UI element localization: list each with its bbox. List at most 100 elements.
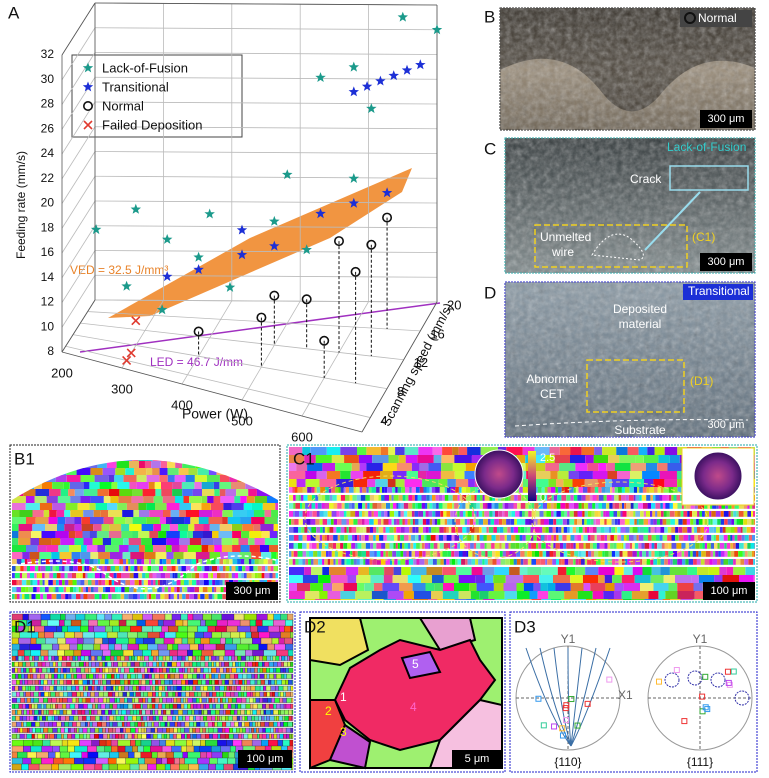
grain [40,727,44,733]
grain [247,715,252,721]
grain [369,495,375,501]
grain [91,685,95,691]
grain [314,487,317,493]
grain [524,551,528,557]
grain [410,519,413,525]
grain [149,573,153,579]
grain [584,503,588,509]
grain [699,511,702,517]
grain [75,697,79,703]
grain [219,667,224,673]
grain [180,721,186,727]
grain [45,661,50,667]
grain [46,545,59,553]
grain [161,661,165,667]
grain [192,733,197,739]
grain [259,733,263,739]
grain [20,667,24,673]
grain [395,543,398,549]
grain [254,679,258,685]
grain [682,519,687,525]
grain [16,580,19,586]
grain [245,482,257,490]
grain [658,591,666,600]
grain [506,447,523,456]
grain [704,543,707,549]
grain [152,715,156,721]
grain [137,594,140,600]
grain [520,503,526,509]
grain [510,495,515,501]
grain [212,733,218,739]
grain [126,559,129,565]
wire-region [304,475,476,561]
grain [185,510,200,518]
grain [144,594,147,600]
grain [411,535,416,541]
grain [466,495,472,501]
grain [112,667,116,673]
grain [482,503,486,509]
grain [590,543,593,549]
grain [15,715,21,721]
grain [186,573,192,579]
grain [278,709,281,715]
grain [510,519,515,525]
marker [82,62,94,73]
grain [669,567,688,576]
grain [311,543,317,549]
grain [407,511,412,517]
grain [222,721,227,727]
grain [221,538,233,546]
grain [50,691,56,697]
grain [45,587,49,593]
grain [130,661,135,667]
grain [322,543,325,549]
grain [12,594,15,600]
x-tick-label: 500 [231,413,253,428]
grain [98,691,104,697]
orientation [574,722,581,729]
grain [541,567,558,576]
grain [90,517,104,525]
grain [217,566,220,572]
marker [256,312,267,323]
grain [249,566,254,572]
grain [78,587,81,593]
grain [23,489,36,497]
grain [428,511,433,517]
grain [352,551,356,557]
grain [142,566,148,572]
grain [115,667,119,673]
grain [108,531,122,539]
grain [222,727,226,733]
grain [697,503,700,509]
grain [355,551,358,557]
grain [81,559,85,565]
grain [269,715,275,721]
grain [345,567,359,576]
great-circle [539,647,572,747]
grain [132,697,135,703]
grain [265,727,271,733]
grain [257,721,261,727]
grain [164,679,170,685]
grain [87,721,90,727]
grain [77,655,81,661]
great-circle [525,647,572,747]
grain [487,519,491,525]
axis-label: Y1 [561,632,576,646]
grain [11,733,18,739]
grain [215,661,220,667]
x-axis-title: Power (W) [182,406,248,422]
grain [201,538,214,546]
grain [604,543,608,549]
grain [231,697,237,703]
grain [329,503,334,509]
grain [350,559,354,565]
grain [35,517,49,525]
grain [709,511,712,517]
grain [454,455,472,464]
grain [193,667,198,673]
grain [206,697,209,703]
